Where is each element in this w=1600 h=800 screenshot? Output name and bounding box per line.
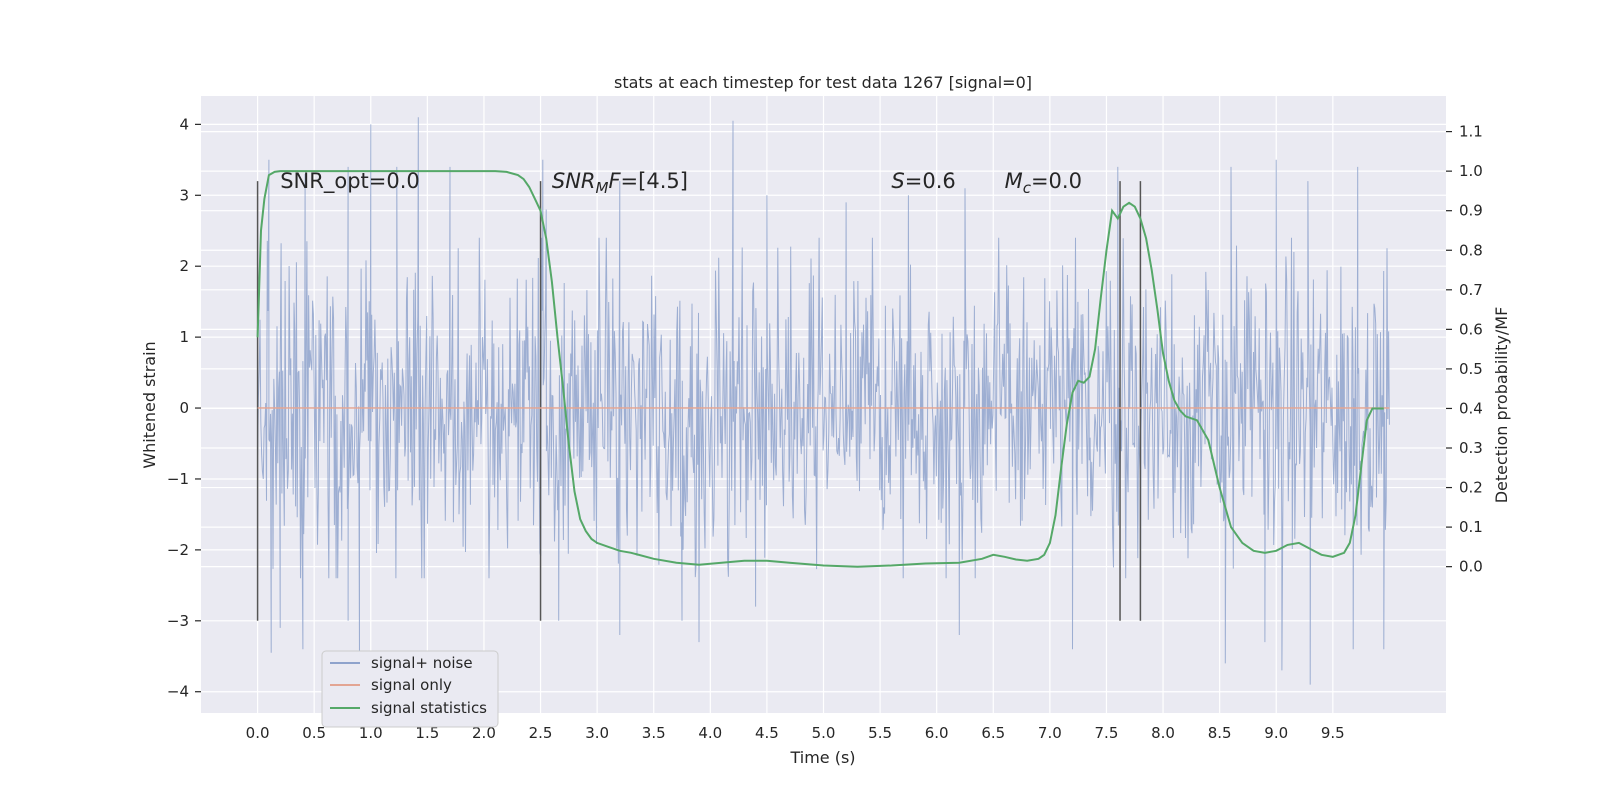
- x-tick-label: 7.0: [1038, 724, 1062, 742]
- legend-label-signal-noise: signal+ noise: [371, 654, 473, 672]
- x-tick-label: 6.5: [981, 724, 1005, 742]
- x-tick-label: 5.0: [812, 724, 836, 742]
- x-tick-label: 1.0: [359, 724, 383, 742]
- y-ticks: −4 −3 −2 −1 0 1 2 3 4: [167, 115, 201, 701]
- legend: signal+ noise signal only signal statist…: [321, 650, 499, 728]
- vertical-markers: [256, 181, 1142, 621]
- y-tick-label: 3: [179, 186, 189, 204]
- y-tick-label: 0: [179, 399, 189, 417]
- y2-axis-title: Detection probability/MF: [1492, 307, 1511, 504]
- x-ticks: 0.0 0.5 1.0 1.5 2.0 2.5 3.0 3.5 4.0 4.5 5.0 5.5 6.0 6…: [246, 724, 1345, 742]
- legend-label-signal-only: signal only: [371, 676, 452, 694]
- y2-tick-label: 0.1: [1459, 518, 1483, 536]
- x-tick-label: 9.5: [1321, 724, 1345, 742]
- y2-tick-label: 0.5: [1459, 360, 1483, 378]
- y2-tick-label: 1.1: [1459, 123, 1483, 141]
- y2-tick-label: 0.2: [1459, 479, 1483, 497]
- x-tick-label: 4.5: [755, 724, 779, 742]
- legend-box: [321, 650, 499, 728]
- x-tick-label: 6.0: [925, 724, 949, 742]
- annotation-3: Mc=0.0: [1005, 169, 1082, 197]
- x-tick-label: 8.0: [1151, 724, 1175, 742]
- y-tick-label: −2: [167, 541, 189, 559]
- series-line-signal-noise: [257, 117, 1390, 685]
- y2-tick-label: 0.8: [1459, 241, 1483, 259]
- y2-tick-label: 0.0: [1459, 558, 1483, 576]
- x-tick-label: 3.0: [585, 724, 609, 742]
- x-tick-label: 8.5: [1208, 724, 1232, 742]
- y2-tick-label: 0.4: [1459, 399, 1483, 417]
- y-axis-title: Whitened strain: [140, 341, 159, 468]
- x-axis-title: Time (s): [789, 748, 855, 767]
- y2-tick-label: 0.6: [1459, 320, 1483, 338]
- series-line-signal-statistics: [256, 170, 1384, 568]
- y2-ticks: 0.0 0.1 0.2 0.3 0.4 0.5 0.6 0.7 0.8 0.9 1.0 1.1: [1446, 123, 1483, 576]
- signal-statistics-series: [256, 170, 1384, 568]
- annotation-0: SNR_opt=0.0: [280, 169, 420, 194]
- annotation-1: SNRMF=[4.5]: [552, 169, 688, 197]
- y-tick-label: 4: [179, 115, 189, 133]
- y2-tick-label: 0.3: [1459, 439, 1483, 457]
- y-tick-label: −4: [167, 683, 189, 701]
- annotation-2: S=0.6: [891, 169, 955, 193]
- y2-tick-label: 0.7: [1459, 281, 1483, 299]
- x-tick-label: 3.5: [642, 724, 666, 742]
- chart-title: stats at each timestep for test data 126…: [614, 73, 1032, 92]
- y-tick-label: −3: [167, 612, 189, 630]
- y-tick-label: 1: [179, 328, 189, 346]
- x-tick-label: 7.5: [1095, 724, 1119, 742]
- x-tick-label: 0.0: [246, 724, 270, 742]
- x-tick-label: 5.5: [868, 724, 892, 742]
- signal-noise-series: [257, 117, 1390, 685]
- y-tick-label: 2: [179, 257, 189, 275]
- y2-tick-label: 0.9: [1459, 202, 1483, 220]
- y2-tick-label: 1.0: [1459, 162, 1483, 180]
- x-tick-label: 2.5: [529, 724, 553, 742]
- x-tick-label: 2.0: [472, 724, 496, 742]
- legend-label-signal-statistics: signal statistics: [371, 699, 487, 717]
- x-tick-label: 9.0: [1264, 724, 1288, 742]
- y-tick-label: −1: [167, 470, 189, 488]
- x-tick-label: 4.0: [698, 724, 722, 742]
- annotations: SNR_opt=0.0 SNRMF=[4.5] S=0.6 Mc=0.0: [280, 169, 1082, 197]
- x-tick-label: 0.5: [302, 724, 326, 742]
- x-tick-label: 1.5: [415, 724, 439, 742]
